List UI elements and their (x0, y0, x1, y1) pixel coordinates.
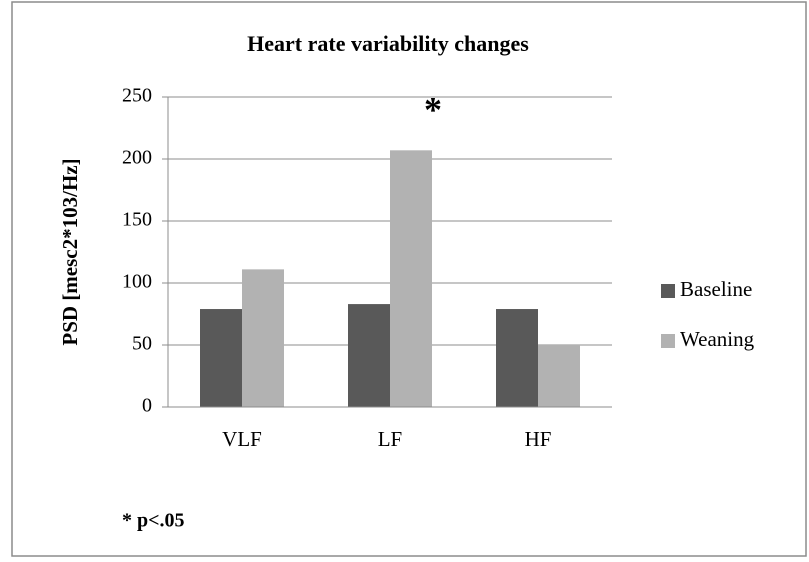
bar (496, 309, 538, 407)
significance-marker: * (424, 89, 442, 129)
legend-label: Baseline (680, 277, 752, 301)
bar (348, 304, 390, 407)
x-tick-label: LF (378, 427, 403, 451)
legend-swatch (661, 334, 675, 348)
y-tick-label: 150 (122, 209, 152, 231)
chart-title: Heart rate variability changes (247, 31, 529, 56)
legend-swatch (661, 284, 675, 298)
x-tick-label: VLF (222, 427, 262, 451)
footnote: * p<.05 (122, 510, 185, 532)
y-tick-label: 50 (132, 333, 152, 355)
legend-label: Weaning (680, 327, 755, 351)
bar (390, 150, 432, 407)
bar (200, 309, 242, 407)
x-tick-label: HF (525, 427, 552, 451)
y-tick-label: 200 (122, 147, 152, 169)
y-tick-label: 100 (122, 271, 152, 293)
y-tick-label: 0 (142, 395, 152, 417)
bar (242, 269, 284, 407)
bar (538, 345, 580, 407)
y-axis-label: PSD [mesc2*103/Hz] (58, 158, 82, 345)
y-tick-label: 250 (122, 85, 152, 107)
